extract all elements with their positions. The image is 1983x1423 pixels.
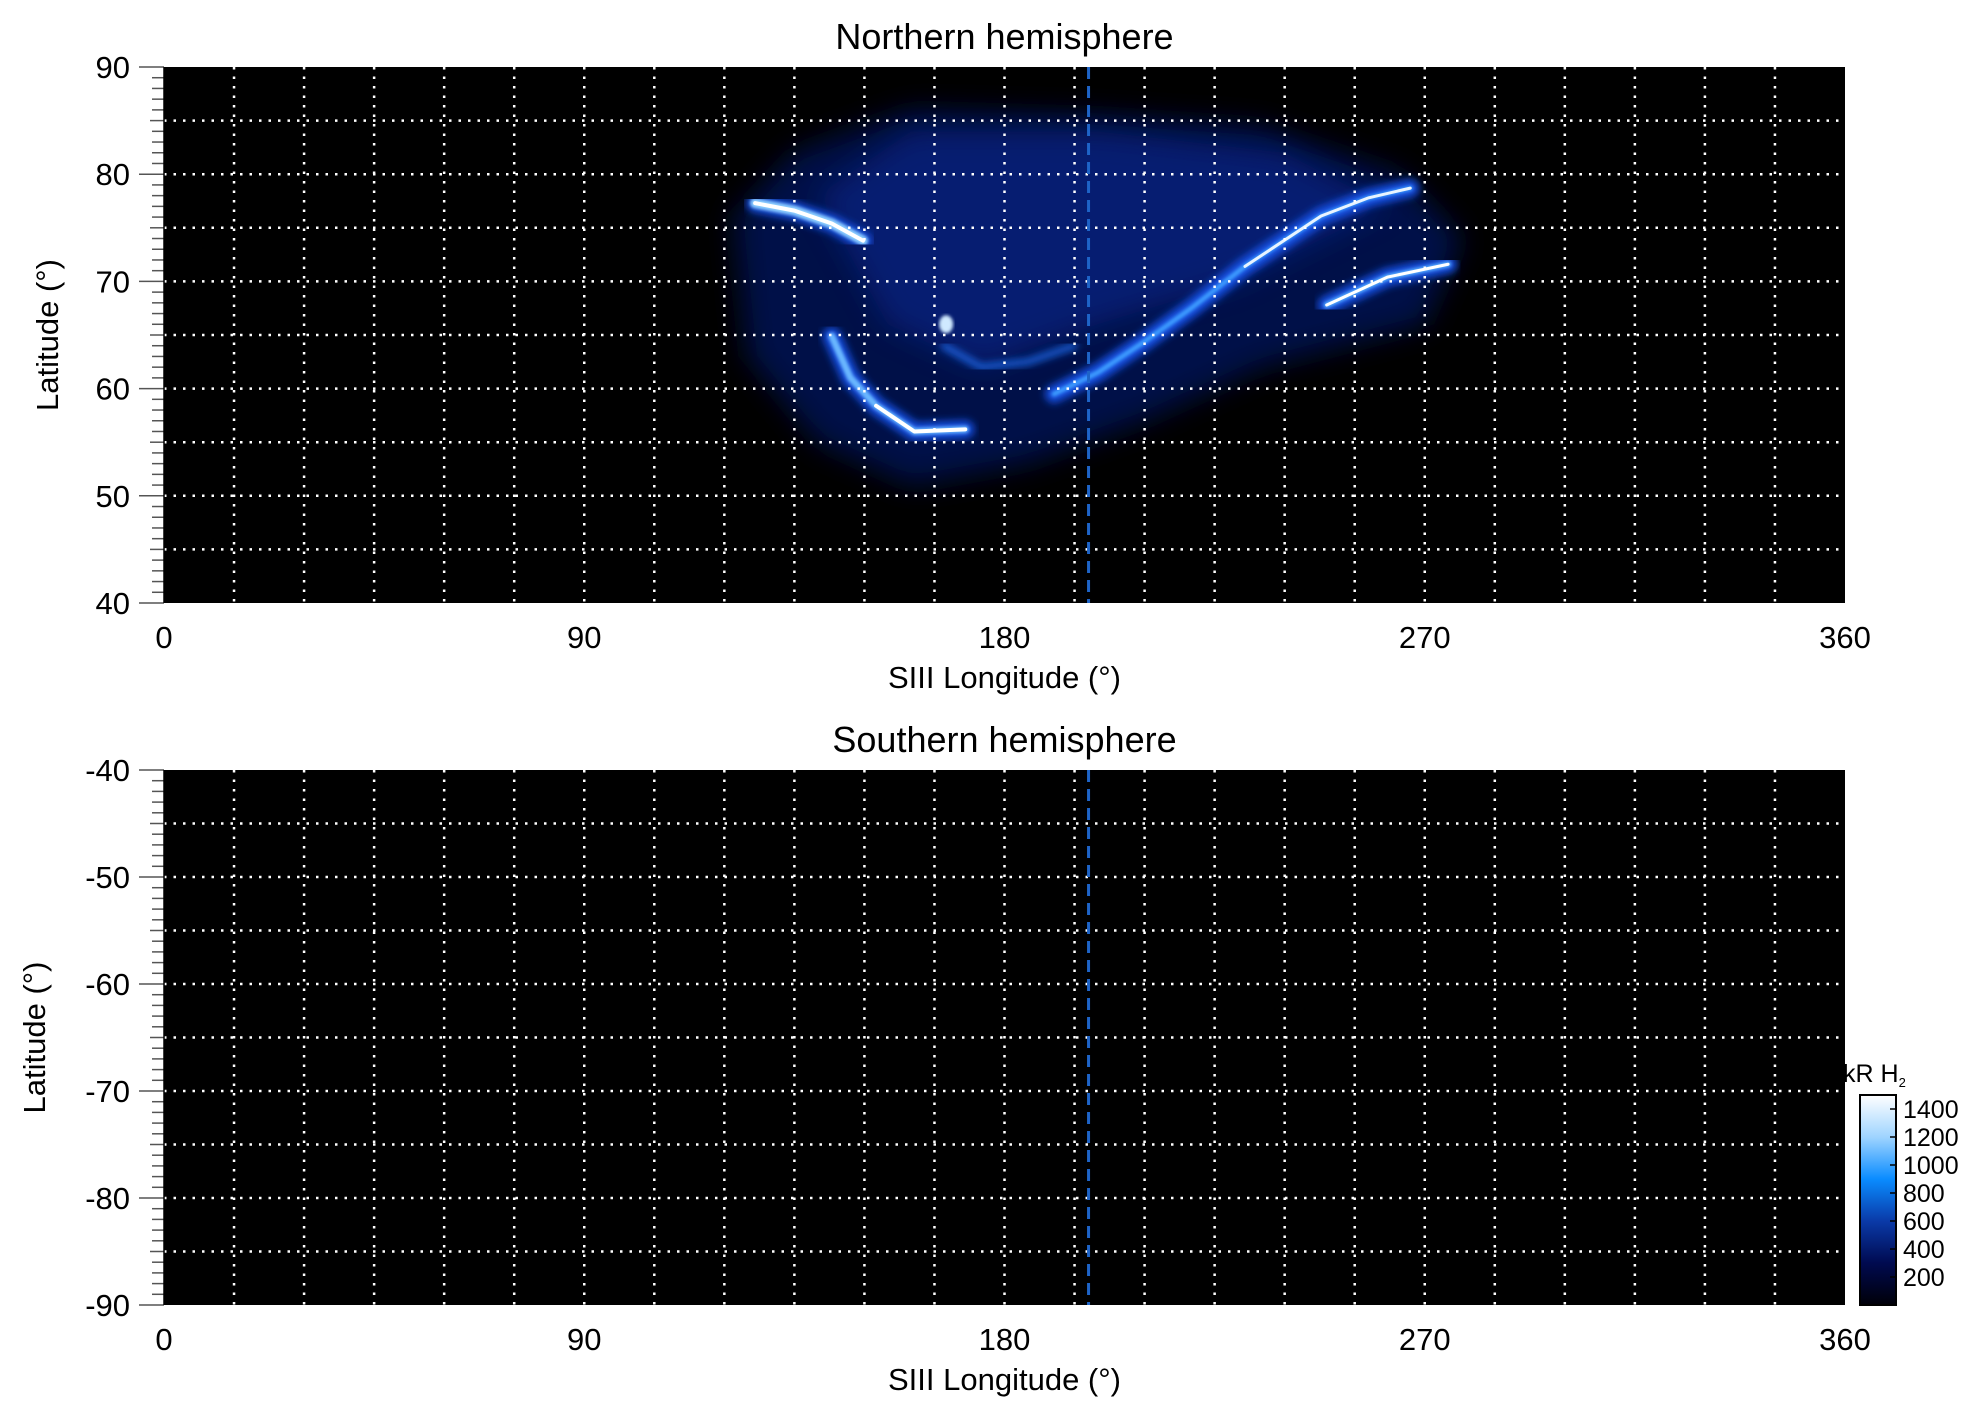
x-tick-label: 360 (1819, 1322, 1871, 1357)
y-axis-label: Latitude (°) (17, 962, 52, 1114)
y-tick-label: -80 (85, 1181, 130, 1216)
colorbar-tick-label: 1200 (1903, 1124, 1959, 1152)
y-tick-label: -60 (85, 967, 130, 1002)
colorbar-tick-label: 800 (1903, 1180, 1945, 1208)
x-tick-label: 180 (979, 1322, 1031, 1357)
colorbar-tick-label: 400 (1903, 1236, 1945, 1264)
colorbar-tick-label: 1400 (1903, 1096, 1959, 1124)
colorbar-tick-label: 1000 (1903, 1152, 1959, 1180)
y-tick-label: -70 (85, 1074, 130, 1109)
x-tick-label: 270 (1399, 620, 1451, 655)
y-tick-label: 80 (96, 157, 130, 192)
y-tick-label: -90 (85, 1288, 130, 1323)
northern-hemisphere-panel: 40 50 60 70 80 90 0 90 180 270 360 Northern hemisph… (30, 16, 1871, 695)
y-tick-label: 40 (96, 586, 130, 621)
x-tick-label: 0 (155, 620, 172, 655)
panel-title: Southern hemisphere (832, 719, 1176, 760)
y-tick-label: -40 (85, 753, 130, 788)
y-tick-label: 70 (96, 264, 130, 299)
y-tick-label: -50 (85, 860, 130, 895)
colorbar-tick-label: 200 (1903, 1264, 1945, 1292)
panel-title: Northern hemisphere (835, 16, 1173, 57)
x-tick-label: 270 (1399, 1322, 1451, 1357)
colorbar-bar (1859, 1094, 1897, 1306)
y-axis-label: Latitude (°) (30, 259, 65, 411)
colorbar-label: kR H2 (1843, 1060, 1906, 1090)
x-tick-label: 90 (567, 1322, 601, 1357)
y-tick-label: 90 (96, 50, 130, 85)
x-tick-label: 90 (567, 620, 601, 655)
y-tick-label: 50 (96, 479, 130, 514)
aurora-emission (733, 109, 1463, 486)
x-tick-label: 360 (1819, 620, 1871, 655)
x-tick-label: 0 (155, 1322, 172, 1357)
x-axis-label: SIII Longitude (°) (888, 1362, 1121, 1397)
x-axis-label: SIII Longitude (°) (888, 660, 1121, 695)
colorbar-tick-label: 600 (1903, 1208, 1945, 1236)
y-tick-label: 60 (96, 372, 130, 407)
x-tick-label: 180 (979, 620, 1031, 655)
southern-hemisphere-panel: -40 -50 -60 -70 -80 -90 0 90 180 270 360 Southern h… (17, 719, 1871, 1397)
